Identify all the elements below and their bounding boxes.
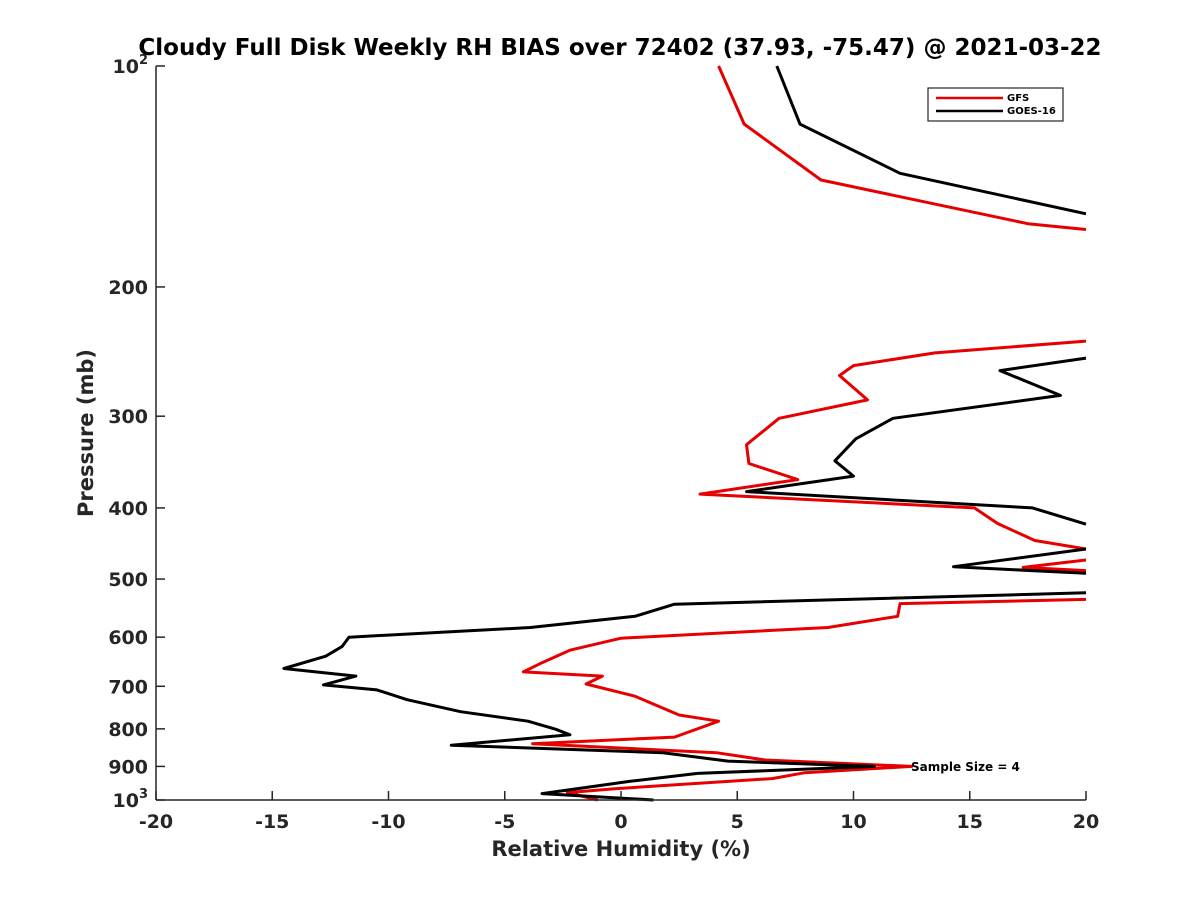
plot-lines — [282, 65, 1087, 802]
y-tick-label: 200 — [108, 277, 148, 299]
y-axis-label: Pressure (mb) — [74, 349, 98, 517]
legend: GFS GOES-16 — [927, 87, 1064, 122]
x-tick-label: 15 — [957, 811, 983, 833]
y-tick-label: 102 — [113, 53, 149, 78]
sample-size-annotation: Sample Size = 4 — [911, 760, 1020, 774]
y-tick-label: 300 — [108, 406, 148, 428]
x-ticks: -20 -15 -10 -5 0 5 10 15 20 — [139, 791, 1099, 833]
y-tick-label: 400 — [108, 498, 148, 520]
x-tick-label: 0 — [614, 811, 627, 833]
x-tick-label: -15 — [255, 811, 289, 833]
x-tick-label: 5 — [731, 811, 744, 833]
x-tick-label: 20 — [1073, 811, 1099, 833]
legend-label-goes16: GOES-16 — [1007, 106, 1056, 117]
y-tick-label: 500 — [108, 569, 148, 591]
legend-label-gfs: GFS — [1007, 93, 1029, 104]
y-tick-label: 800 — [108, 719, 148, 741]
series-line-goes16-3 — [282, 591, 1087, 802]
series-line-goes16-2 — [952, 547, 1087, 575]
x-tick-label: -20 — [139, 811, 173, 833]
chart-title: Cloudy Full Disk Weekly RH BIAS over 724… — [138, 35, 1101, 61]
legend-box — [927, 87, 1064, 122]
y-tick-label: 600 — [108, 627, 148, 649]
y-tick-label: 900 — [108, 756, 148, 778]
x-tick-label: -5 — [494, 811, 515, 833]
series-line-goes16-0 — [775, 65, 1087, 216]
series-line-gfs-3 — [521, 597, 1087, 802]
y-tick-label: 103 — [113, 787, 149, 812]
series-line-gfs-0 — [717, 65, 1087, 231]
series-line-goes16-1 — [745, 356, 1087, 526]
x-tick-label: -10 — [371, 811, 405, 833]
series-line-gfs-1 — [698, 339, 1087, 551]
x-axis-label: Relative Humidity (%) — [491, 837, 750, 861]
x-tick-label: 10 — [840, 811, 866, 833]
y-ticks: 102 200 300 400 500 600 700 800 900 103 — [108, 53, 165, 812]
series-line-gfs-2 — [1021, 558, 1087, 573]
y-tick-label: 700 — [108, 676, 148, 698]
